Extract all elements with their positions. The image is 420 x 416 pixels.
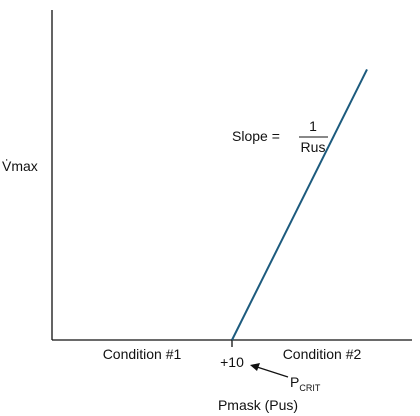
slope-numerator: 1 xyxy=(309,118,317,134)
pcrit-base: P xyxy=(290,374,299,390)
pcrit-arrow-line xyxy=(256,366,289,378)
x-tick-label: +10 xyxy=(220,354,244,370)
series-line xyxy=(231,68,368,341)
y-axis-label: V̇max xyxy=(2,158,38,174)
slope-prefix: Slope = xyxy=(232,128,280,144)
region-label-condition-2: Condition #2 xyxy=(283,346,362,362)
slope-annotation: Slope = 1 Rus xyxy=(232,118,328,155)
pcrit-label: PCRIT xyxy=(290,374,321,393)
region-label-condition-1: Condition #1 xyxy=(103,346,182,362)
pcrit-annotation: PCRIT xyxy=(250,363,321,393)
pcrit-subscript: CRIT xyxy=(299,383,320,393)
x-axis-label: Pmask (Pus) xyxy=(218,397,298,413)
slope-denominator: Rus xyxy=(301,139,326,155)
pcrit-arrow-head xyxy=(250,363,260,371)
